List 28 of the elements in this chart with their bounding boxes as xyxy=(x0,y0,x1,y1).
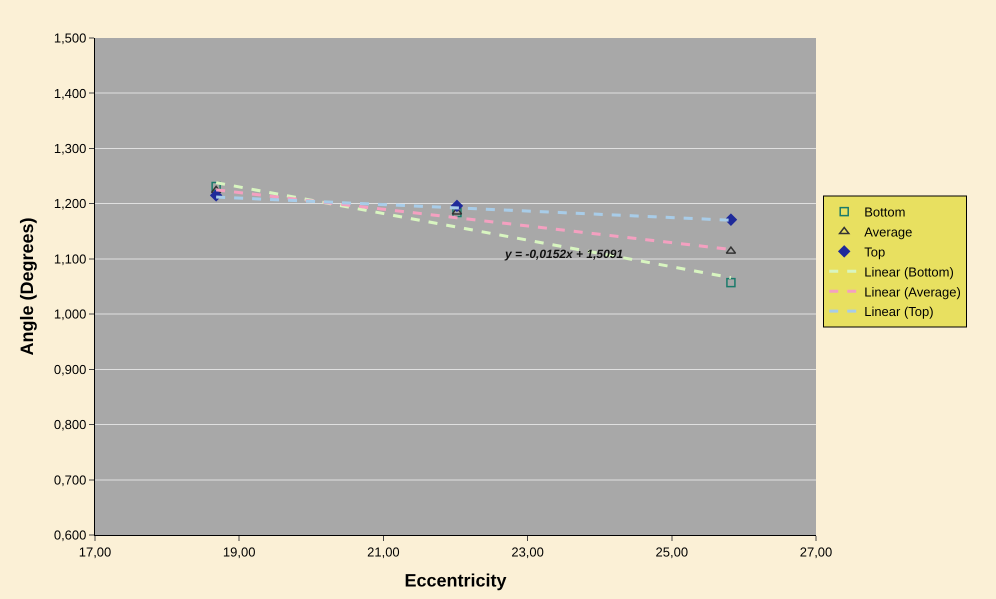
x-tick-label: 17,00 xyxy=(78,544,112,560)
y-tick-label: 1,400 xyxy=(54,86,86,101)
y-tick-label: 0,800 xyxy=(54,417,86,432)
y-tick-label: 0,700 xyxy=(54,472,86,488)
legend-label: Linear (Bottom) xyxy=(864,264,954,280)
x-tick-label: 27,00 xyxy=(800,544,832,560)
legend-label: Average xyxy=(864,224,912,240)
point xyxy=(726,278,736,288)
y-tick-label: 0,600 xyxy=(54,528,86,543)
legend-label: Linear (Top) xyxy=(864,304,934,320)
legend-label: Top xyxy=(864,244,886,260)
x-tick-label: 23,00 xyxy=(511,544,544,560)
x-axis-title: Eccentricity xyxy=(404,570,507,591)
x-tick-label: 19,00 xyxy=(222,544,256,560)
y-tick-label: 1,100 xyxy=(54,251,86,266)
y-tick-label: 1,500 xyxy=(54,30,86,46)
y-tick-label: 1,000 xyxy=(54,306,86,322)
annotation: y = -0,0152x + 1,5091 xyxy=(504,247,624,261)
y-axis-title: Angle (Degrees) xyxy=(17,217,38,356)
legend-label: Bottom xyxy=(864,204,906,220)
y-tick-label: 1,200 xyxy=(54,196,86,212)
x-tick-label: 25,00 xyxy=(656,544,688,560)
y-tick-label: 0,900 xyxy=(54,362,86,377)
legend-label: Linear (Average) xyxy=(864,284,961,300)
y-tick-label: 1,300 xyxy=(54,140,86,156)
x-tick-label: 21,00 xyxy=(367,544,400,560)
point xyxy=(726,246,736,254)
point xyxy=(210,186,222,194)
